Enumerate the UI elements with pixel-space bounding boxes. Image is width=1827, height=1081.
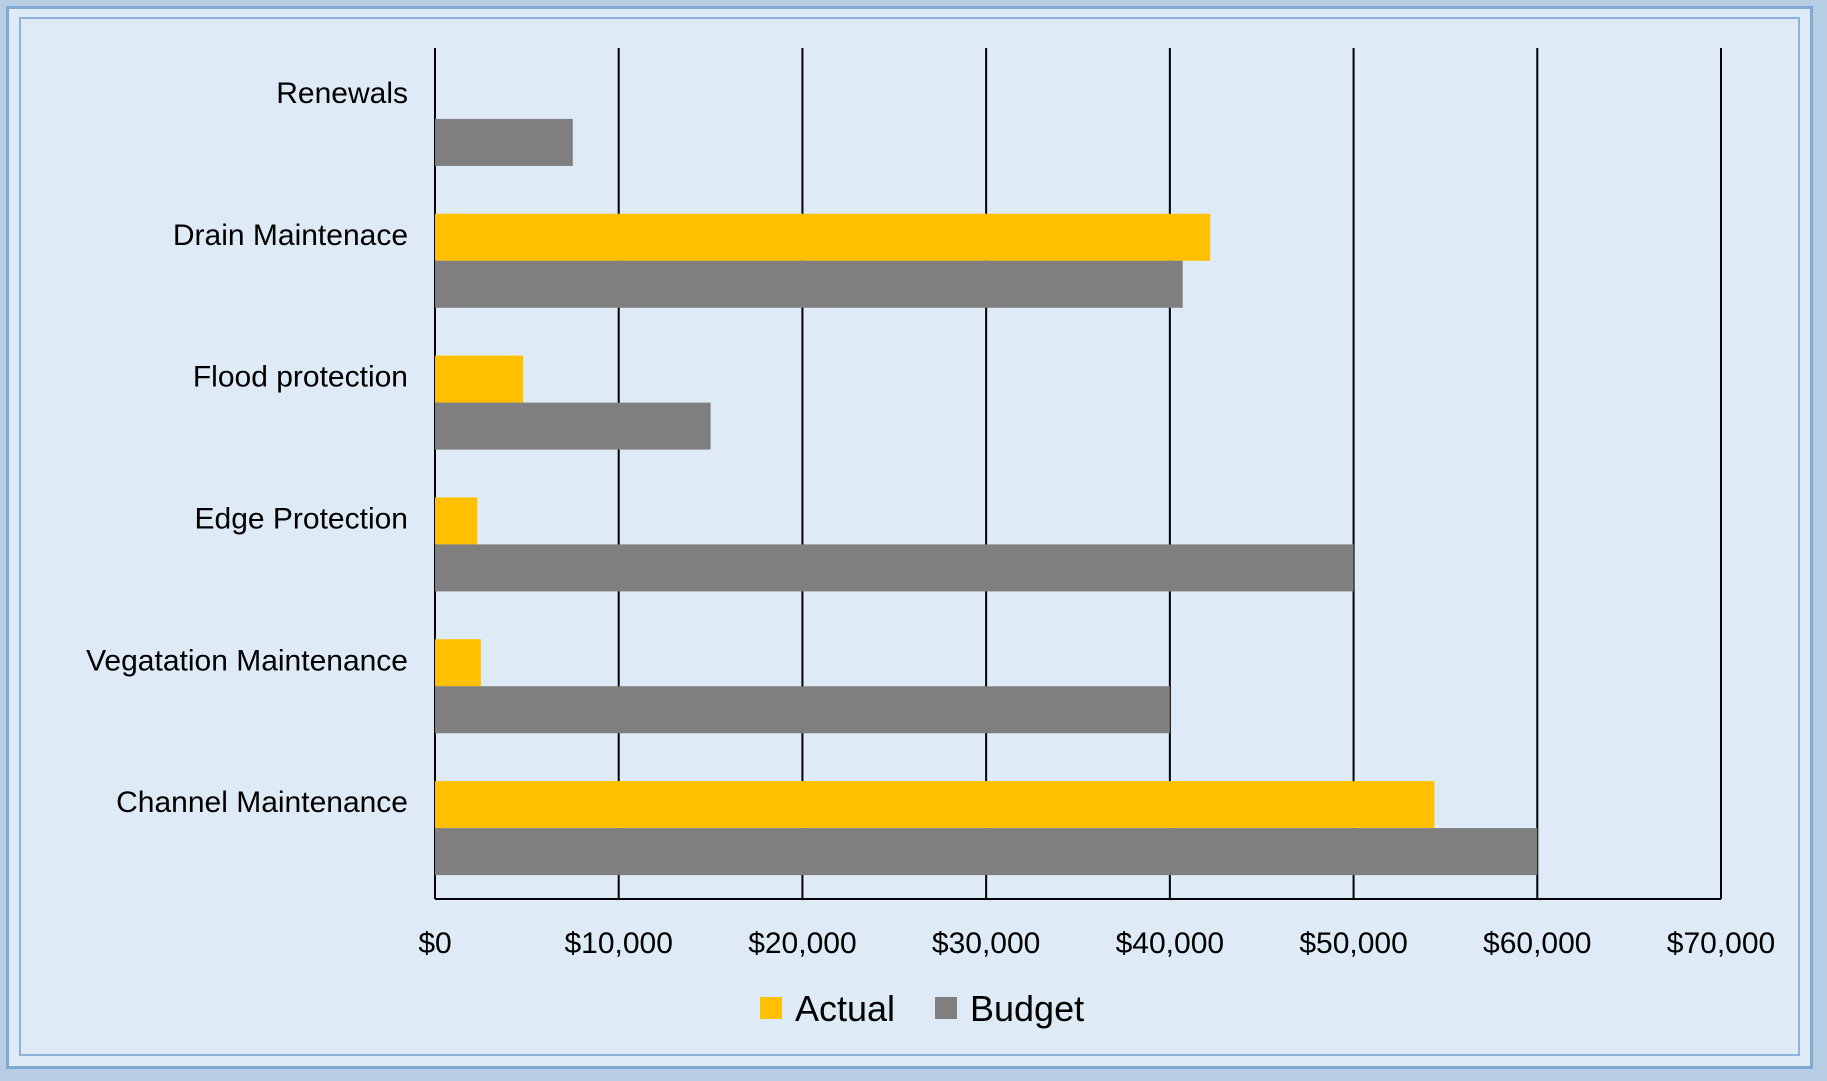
legend-swatch-budget (935, 997, 957, 1019)
x-tick-label: $40,000 (1116, 927, 1224, 960)
legend-label-budget: Budget (970, 988, 1084, 1029)
bar-actual (435, 639, 481, 687)
x-tick-label: $0 (418, 927, 451, 960)
legend-label-actual: Actual (795, 988, 895, 1029)
chart-frame: Renewals Drain Maintenace Flood protection… (6, 6, 1813, 1069)
x-tick-label: $60,000 (1483, 927, 1591, 960)
bar-budget (435, 118, 573, 166)
x-tick-label: $70,000 (1667, 927, 1775, 960)
bar-budget (435, 402, 711, 450)
category-label: Renewals (276, 77, 408, 110)
bar-budget (435, 260, 1183, 308)
category-label: Edge Protection (195, 502, 408, 535)
bar-actual (435, 497, 478, 545)
bar-budget (435, 828, 1538, 876)
category-label: Drain Maintenace (173, 219, 408, 252)
bar-actual (435, 213, 1211, 261)
bar-actual (435, 355, 524, 403)
chart-area (19, 17, 1800, 1056)
x-tick-label: $10,000 (564, 927, 672, 960)
category-label: Vegatation Maintenance (86, 644, 408, 677)
bar-budget (435, 544, 1354, 592)
category-label: Channel Maintenance (116, 786, 408, 819)
bar-chart: Renewals Drain Maintenace Flood protection… (86, 48, 1775, 1029)
bar-budget (435, 686, 1170, 734)
category-label: Flood protection (193, 361, 408, 394)
x-tick-label: $30,000 (932, 927, 1040, 960)
bar-actual (435, 781, 1435, 829)
legend-swatch-actual (760, 997, 782, 1019)
x-tick-label: $50,000 (1299, 927, 1407, 960)
x-tick-label: $20,000 (748, 927, 856, 960)
